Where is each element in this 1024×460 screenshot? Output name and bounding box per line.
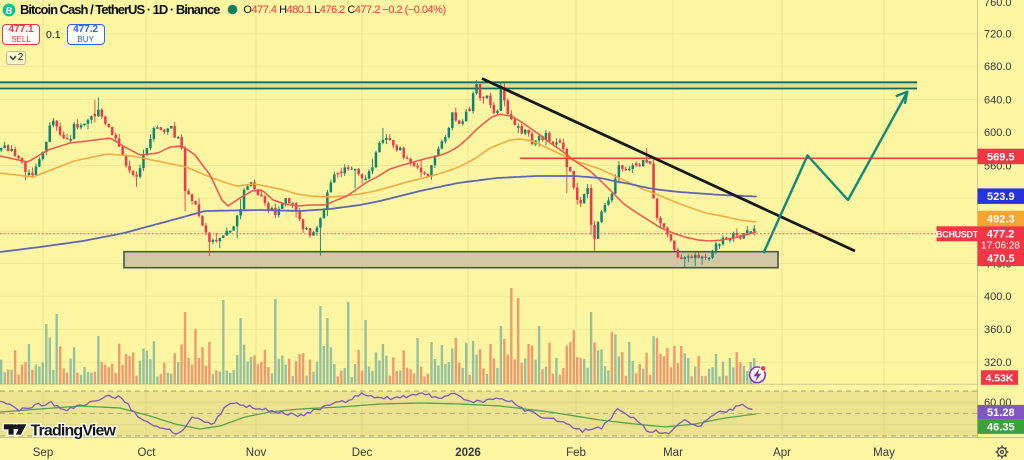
svg-text:320.0: 320.0	[984, 357, 1012, 369]
svg-text:Mar: Mar	[663, 447, 683, 459]
svg-text:492.3: 492.3	[987, 214, 1015, 226]
svg-text:Nov: Nov	[246, 447, 267, 459]
svg-text:51.28: 51.28	[987, 407, 1015, 419]
svg-text:523.9: 523.9	[987, 191, 1015, 203]
svg-text:Sep: Sep	[33, 447, 53, 459]
svg-text:May: May	[873, 447, 895, 459]
svg-text:360.0: 360.0	[984, 324, 1012, 336]
svg-text:640.0: 640.0	[984, 94, 1012, 106]
svg-text:680.0: 680.0	[984, 61, 1012, 73]
svg-text:400.0: 400.0	[984, 291, 1012, 303]
svg-text:600.0: 600.0	[984, 127, 1012, 139]
svg-text:46.35: 46.35	[987, 422, 1015, 434]
svg-text:Feb: Feb	[566, 447, 586, 459]
svg-text:760.0: 760.0	[984, 0, 1012, 9]
svg-text:Apr: Apr	[773, 447, 791, 459]
svg-text:569.5: 569.5	[987, 151, 1015, 163]
svg-text:BCHUSDT: BCHUSDT	[936, 230, 979, 240]
svg-text:B: B	[5, 5, 14, 17]
svg-text:470.5: 470.5	[987, 253, 1015, 265]
svg-text:Dec: Dec	[352, 447, 373, 459]
svg-text:720.0: 720.0	[984, 29, 1012, 41]
svg-text:4.53K: 4.53K	[985, 372, 1013, 384]
svg-text:17:06:28: 17:06:28	[981, 240, 1020, 251]
svg-text:2026: 2026	[455, 447, 481, 459]
svg-text:477.2: 477.2	[987, 229, 1015, 241]
svg-text:Oct: Oct	[138, 447, 157, 459]
svg-text:TradingView: TradingView	[31, 422, 117, 439]
